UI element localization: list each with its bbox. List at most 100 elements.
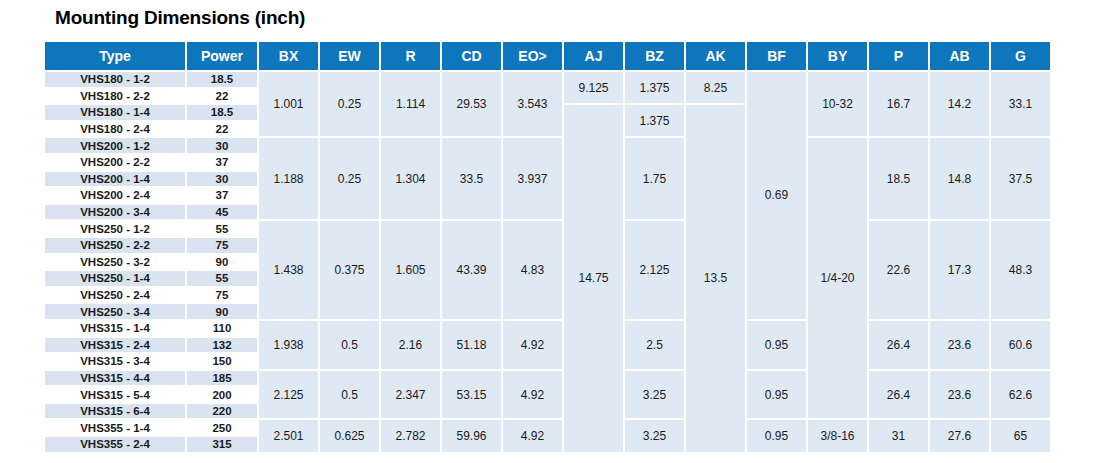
value-cell-ab: 14.8 xyxy=(930,138,989,219)
type-cell: VHS250 - 1-2 xyxy=(45,221,185,236)
value-cell-eo: 3.937 xyxy=(503,138,562,219)
power-cell: 30 xyxy=(187,138,257,153)
column-header-power: Power xyxy=(187,42,257,70)
value-cell-ew: 0.5 xyxy=(320,371,379,419)
value-cell-p: 22.6 xyxy=(869,221,928,319)
type-cell: VHS315 - 4-4 xyxy=(45,371,185,386)
column-header-aj: AJ xyxy=(564,42,623,70)
value-cell-cd: 29.53 xyxy=(442,72,501,136)
power-cell: 315 xyxy=(187,437,257,452)
value-cell-g: 60.6 xyxy=(991,321,1050,369)
value-cell-by: 1/4-20 xyxy=(808,138,867,418)
column-header-cd: CD xyxy=(442,42,501,70)
value-cell-cd: 59.96 xyxy=(442,420,501,451)
type-cell: VHS355 - 2-4 xyxy=(45,437,185,452)
value-cell-bx: 1.938 xyxy=(259,321,318,369)
value-cell-eo: 3.543 xyxy=(503,72,562,136)
value-cell-bx: 2.501 xyxy=(259,420,318,451)
power-cell: 220 xyxy=(187,404,257,419)
value-cell-ab: 14.2 xyxy=(930,72,989,136)
value-cell-r: 2.347 xyxy=(381,371,440,419)
value-cell-ak: 13.5 xyxy=(686,105,745,451)
value-cell-bf: 0.69 xyxy=(747,72,806,319)
value-cell-ak: 8.25 xyxy=(686,72,745,103)
power-cell: 90 xyxy=(187,255,257,270)
value-cell-p: 26.4 xyxy=(869,321,928,369)
type-cell: VHS180 - 1-2 xyxy=(45,72,185,87)
value-cell-ab: 17.3 xyxy=(930,221,989,319)
value-cell-aj: 9.125 xyxy=(564,72,623,103)
power-cell: 18.5 xyxy=(187,105,257,120)
type-cell: VHS200 - 2-2 xyxy=(45,155,185,170)
value-cell-g: 62.6 xyxy=(991,371,1050,419)
power-cell: 75 xyxy=(187,288,257,303)
value-cell-ab: 23.6 xyxy=(930,371,989,419)
power-cell: 45 xyxy=(187,205,257,220)
column-header-bz: BZ xyxy=(625,42,684,70)
value-cell-ew: 0.5 xyxy=(320,321,379,369)
type-cell: VHS200 - 1-2 xyxy=(45,138,185,153)
table-header: TypePowerBXEWRCDEO>AJBZAKBFBYPABG xyxy=(45,42,1050,70)
type-cell: VHS180 - 2-2 xyxy=(45,89,185,104)
value-cell-eo: 4.92 xyxy=(503,371,562,419)
type-cell: VHS250 - 1-4 xyxy=(45,271,185,286)
value-cell-by: 3/8-16 xyxy=(808,420,867,451)
value-cell-bz: 2.5 xyxy=(625,321,684,369)
type-cell: VHS250 - 3-4 xyxy=(45,304,185,319)
value-cell-bz: 1.75 xyxy=(625,138,684,219)
value-cell-bz: 1.375 xyxy=(625,72,684,103)
value-cell-eo: 4.83 xyxy=(503,221,562,319)
power-cell: 150 xyxy=(187,354,257,369)
table-row: VHS250 - 1-2551.4380.3751.60543.394.832.… xyxy=(45,221,1050,236)
value-cell-p: 31 xyxy=(869,420,928,451)
power-cell: 75 xyxy=(187,238,257,253)
value-cell-bz: 2.125 xyxy=(625,221,684,319)
value-cell-r: 1.304 xyxy=(381,138,440,219)
type-cell: VHS200 - 2-4 xyxy=(45,188,185,203)
column-header-type: Type xyxy=(45,42,185,70)
column-header-by: BY xyxy=(808,42,867,70)
power-cell: 55 xyxy=(187,271,257,286)
type-cell: VHS180 - 2-4 xyxy=(45,122,185,137)
value-cell-eo: 4.92 xyxy=(503,420,562,451)
power-cell: 37 xyxy=(187,155,257,170)
value-cell-cd: 43.39 xyxy=(442,221,501,319)
value-cell-p: 26.4 xyxy=(869,371,928,419)
value-cell-g: 37.5 xyxy=(991,138,1050,219)
table-row: VHS315 - 4-41852.1250.52.34753.154.923.2… xyxy=(45,371,1050,386)
value-cell-g: 65 xyxy=(991,420,1050,451)
value-cell-cd: 53.15 xyxy=(442,371,501,419)
type-cell: VHS315 - 3-4 xyxy=(45,354,185,369)
value-cell-bx: 1.438 xyxy=(259,221,318,319)
page-title: Mounting Dimensions (inch) xyxy=(55,7,305,29)
value-cell-bf: 0.95 xyxy=(747,420,806,451)
table-body: VHS180 - 1-218.51.0010.251.11429.533.543… xyxy=(45,72,1050,452)
value-cell-ab: 23.6 xyxy=(930,321,989,369)
column-header-ew: EW xyxy=(320,42,379,70)
power-cell: 22 xyxy=(187,122,257,137)
type-cell: VHS315 - 1-4 xyxy=(45,321,185,336)
power-cell: 250 xyxy=(187,420,257,435)
type-cell: VHS200 - 1-4 xyxy=(45,172,185,187)
value-cell-ab: 27.6 xyxy=(930,420,989,451)
value-cell-eo: 4.92 xyxy=(503,321,562,369)
value-cell-r: 2.16 xyxy=(381,321,440,369)
power-cell: 110 xyxy=(187,321,257,336)
power-cell: 18.5 xyxy=(187,72,257,87)
value-cell-g: 48.3 xyxy=(991,221,1050,319)
power-cell: 30 xyxy=(187,172,257,187)
power-cell: 22 xyxy=(187,89,257,104)
value-cell-p: 16.7 xyxy=(869,72,928,136)
value-cell-bf: 0.95 xyxy=(747,321,806,369)
column-header-bx: BX xyxy=(259,42,318,70)
value-cell-aj: 14.75 xyxy=(564,105,623,451)
type-cell: VHS355 - 1-4 xyxy=(45,420,185,435)
value-cell-ew: 0.25 xyxy=(320,72,379,136)
column-header-ab: AB xyxy=(930,42,989,70)
power-cell: 200 xyxy=(187,387,257,402)
value-cell-bf: 0.95 xyxy=(747,371,806,419)
type-cell: VHS250 - 2-2 xyxy=(45,238,185,253)
value-cell-r: 2.782 xyxy=(381,420,440,451)
value-cell-bz: 1.375 xyxy=(625,105,684,136)
value-cell-ew: 0.25 xyxy=(320,138,379,219)
